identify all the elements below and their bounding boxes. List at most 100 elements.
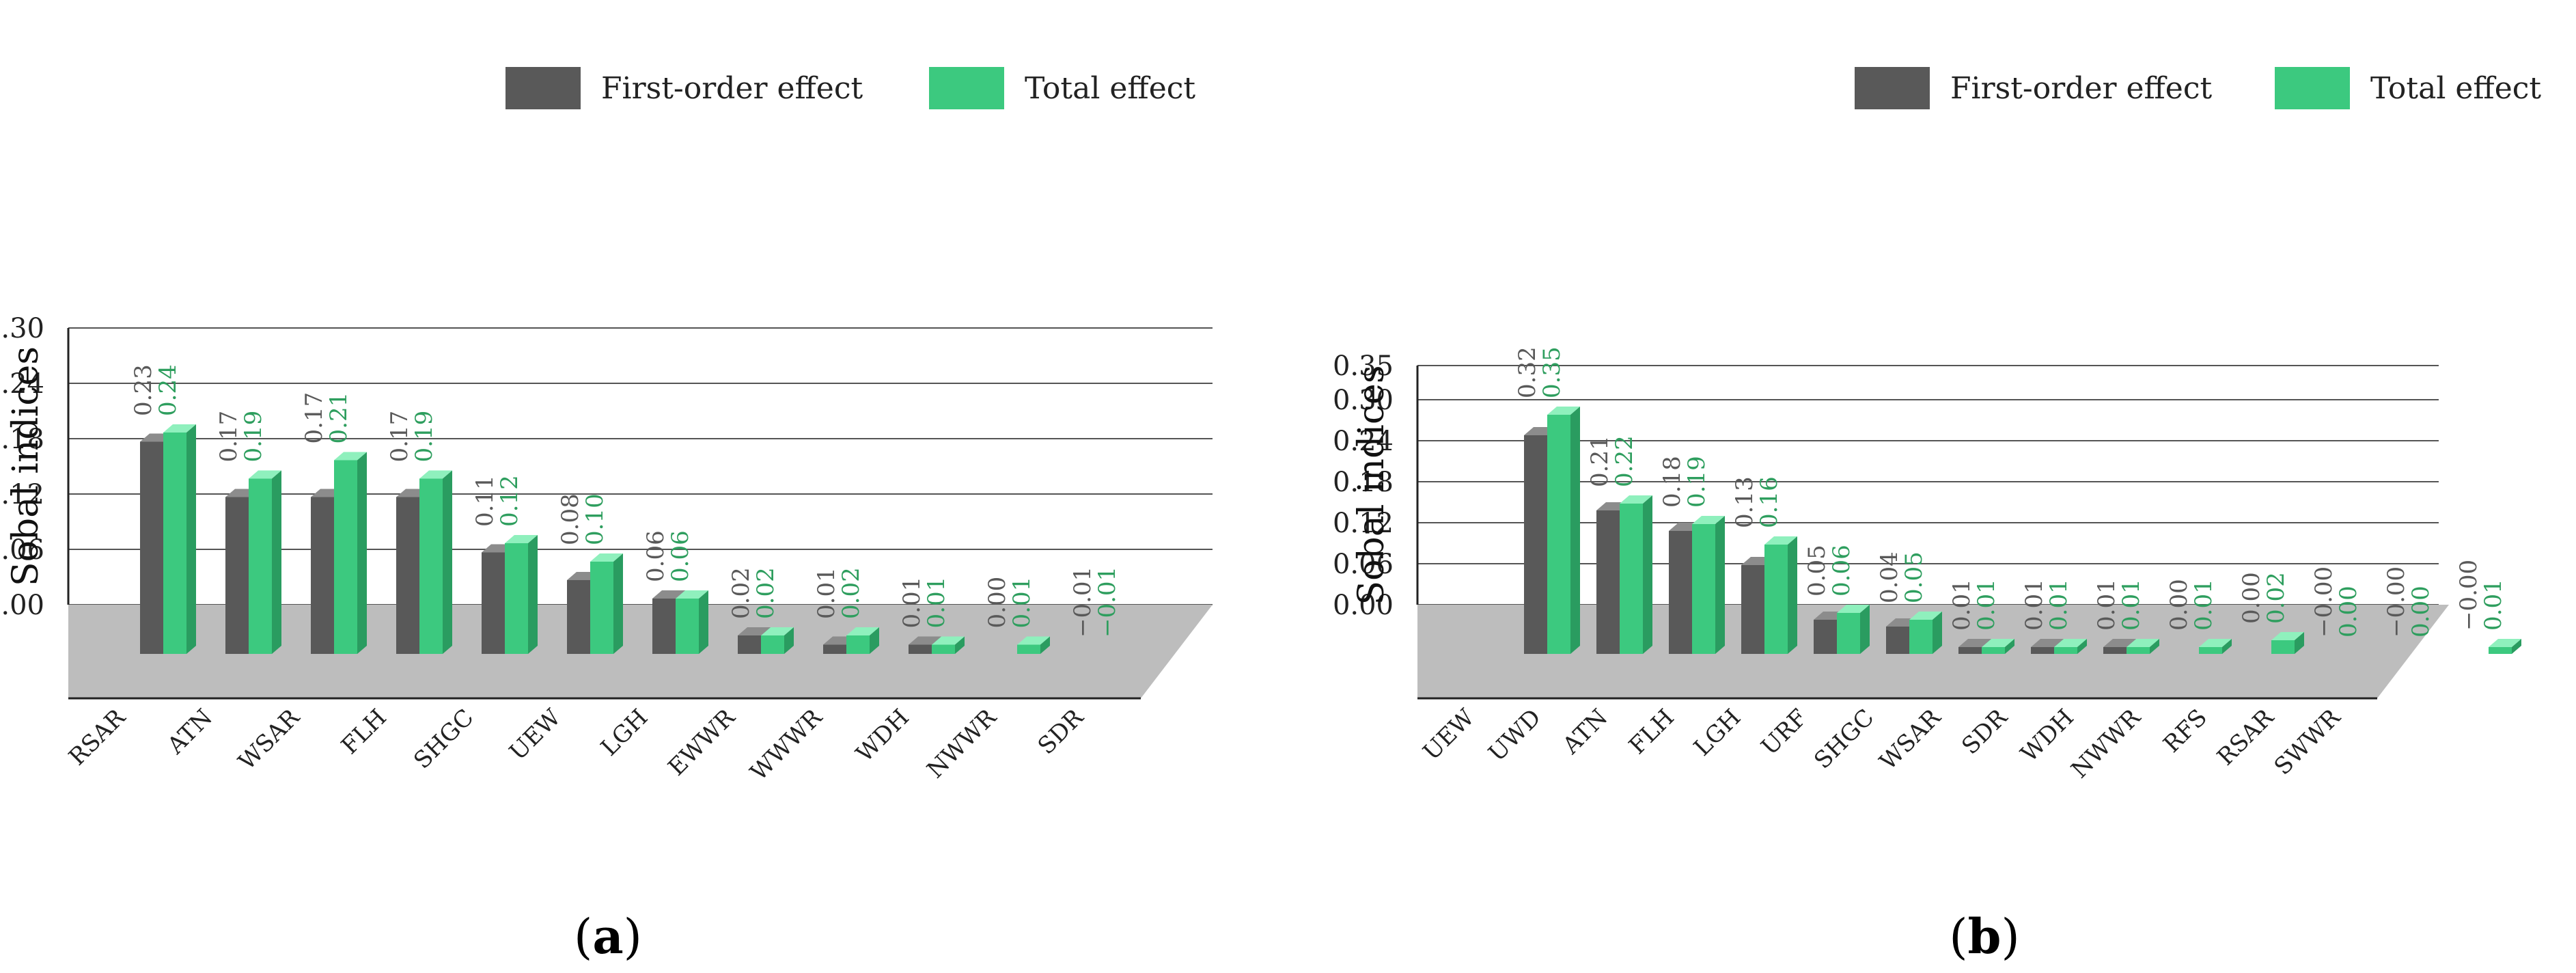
bar-total-top (163, 424, 196, 433)
y-tick-label: 0.12 (0, 479, 44, 510)
y-tick-label: 0.06 (1333, 549, 1394, 580)
value-label-first-order: 0.00 (2165, 579, 2193, 631)
value-label-total: 0.19 (1683, 456, 1711, 508)
bar-first-order-top (738, 627, 771, 635)
bar-first-order-front (1524, 435, 1547, 654)
bar-total-side (1040, 636, 1050, 654)
bar-total-side (1643, 495, 1652, 654)
bar-total-top (846, 627, 879, 635)
bar-total-front (2199, 647, 2222, 654)
bar-total-front (163, 433, 186, 654)
value-label-total: 0.35 (1538, 346, 1566, 398)
value-label-total: 0.06 (1828, 545, 1855, 597)
value-label-total: 0.19 (240, 411, 267, 463)
x-category-label: UEW (504, 704, 566, 766)
value-label-total: 0.01 (1973, 579, 2000, 631)
value-label-first-order: 0.17 (301, 392, 328, 444)
bar-total-side (2150, 639, 2159, 654)
bar-total-front (1837, 613, 1860, 654)
x-category-label: SWWR (2269, 703, 2346, 780)
x-category-label: LGH (596, 704, 653, 761)
value-label-first-order: 0.17 (386, 411, 413, 463)
value-label-total: 0.06 (667, 530, 694, 582)
bar-total-side (2077, 639, 2087, 654)
panel-label-close-paren: ) (624, 909, 642, 965)
bar-total-top (1547, 407, 1580, 415)
bar-total-top (2054, 639, 2087, 647)
x-category-label: ATN (162, 704, 218, 760)
value-label-total: 0.22 (1611, 435, 1638, 487)
panel-label-letter: a (592, 908, 623, 965)
bar-total-front (249, 478, 272, 654)
value-label-total: 0.12 (496, 475, 523, 527)
value-label-total: 0.05 (1900, 551, 1928, 603)
bar-total-front (761, 635, 784, 654)
bar-first-order-top (652, 590, 685, 599)
bar-total-side (186, 424, 196, 654)
bar-total-front (1764, 545, 1788, 654)
bar-total-top (1982, 639, 2014, 647)
value-label-total: 0.01 (2118, 579, 2145, 631)
value-label-first-order: 0.04 (1876, 551, 1903, 603)
bar-total-top (249, 470, 281, 479)
bar-total-side (528, 535, 538, 654)
legend-swatch-first-order (1855, 67, 1930, 109)
value-label-total: 0.16 (1756, 476, 1783, 528)
value-label-first-order: 0.00 (2238, 572, 2265, 624)
value-label-first-order: 0.05 (1803, 545, 1831, 597)
x-category-label: WSAR (233, 703, 305, 776)
y-tick-label: 0.00 (0, 590, 44, 621)
value-label-total: 0.10 (581, 493, 609, 545)
bar-total-front (1547, 415, 1570, 654)
bar-first-order-front (1669, 531, 1692, 654)
bar-first-order-front (140, 441, 163, 654)
value-label-total: 0.01 (2480, 579, 2507, 631)
x-category-label: NWWR (2066, 703, 2147, 784)
value-label-first-order: 0.00 (984, 577, 1011, 629)
value-label-total: 0.01 (2045, 579, 2073, 631)
legend-label-total: Total effect (1025, 71, 1195, 106)
bar-total-front (676, 599, 699, 654)
legend-swatch-total (2275, 67, 2350, 109)
value-label-total: 0.00 (2335, 586, 2362, 638)
value-label-total: 0.24 (154, 364, 182, 416)
legend-label-first-order: First-order effect (601, 71, 863, 106)
value-label-first-order: 0.01 (813, 567, 840, 619)
x-category-label: SHGC (408, 704, 479, 774)
bar-total-side (1933, 612, 1942, 654)
value-label-first-order: 0.18 (1659, 456, 1686, 508)
y-tick-label: 0.12 (1333, 508, 1394, 539)
bar-first-order-front (1958, 647, 1982, 654)
value-label-first-order: 0.21 (1586, 435, 1614, 487)
bar-first-order-front (2103, 647, 2127, 654)
x-category-label: RFS (2158, 704, 2213, 758)
y-tick-label: 0.24 (0, 368, 44, 400)
x-category-label: ATN (1557, 704, 1613, 760)
bar-total-front (1017, 644, 1040, 654)
value-label-first-order: 0.01 (2021, 579, 2048, 631)
bar-total-front (590, 562, 613, 654)
panel-label: (a) (574, 908, 642, 965)
y-axis-title: Sobal indices (5, 346, 46, 586)
bar-first-order-front (1741, 565, 1764, 654)
bar-total-side (1715, 516, 1725, 654)
bar-total-front (2127, 647, 2150, 654)
bar-total-top (334, 452, 367, 461)
value-label-first-order: 0.02 (728, 567, 755, 619)
x-category-label: SHGC (1809, 704, 1879, 774)
bar-first-order-top (909, 636, 941, 645)
bar-first-order-front (225, 497, 249, 654)
bar-total-top (932, 636, 965, 645)
bar-total-side (2295, 632, 2304, 654)
bar-total-top (1837, 605, 1870, 613)
y-tick-label: 0.30 (1333, 385, 1394, 416)
y-tick-label: 0.35 (1333, 351, 1394, 382)
x-category-label: WSAR (1874, 703, 1947, 776)
value-label-first-order: 0.17 (215, 411, 243, 463)
bar-first-order-front (823, 644, 846, 654)
y-tick-label: 0.30 (0, 313, 44, 344)
y-tick-label: 0.00 (1333, 590, 1394, 621)
x-category-label: NWWR (922, 703, 1003, 784)
value-label-first-order: 0.01 (1948, 579, 1976, 631)
y-tick-label: 0.18 (1333, 467, 1394, 498)
